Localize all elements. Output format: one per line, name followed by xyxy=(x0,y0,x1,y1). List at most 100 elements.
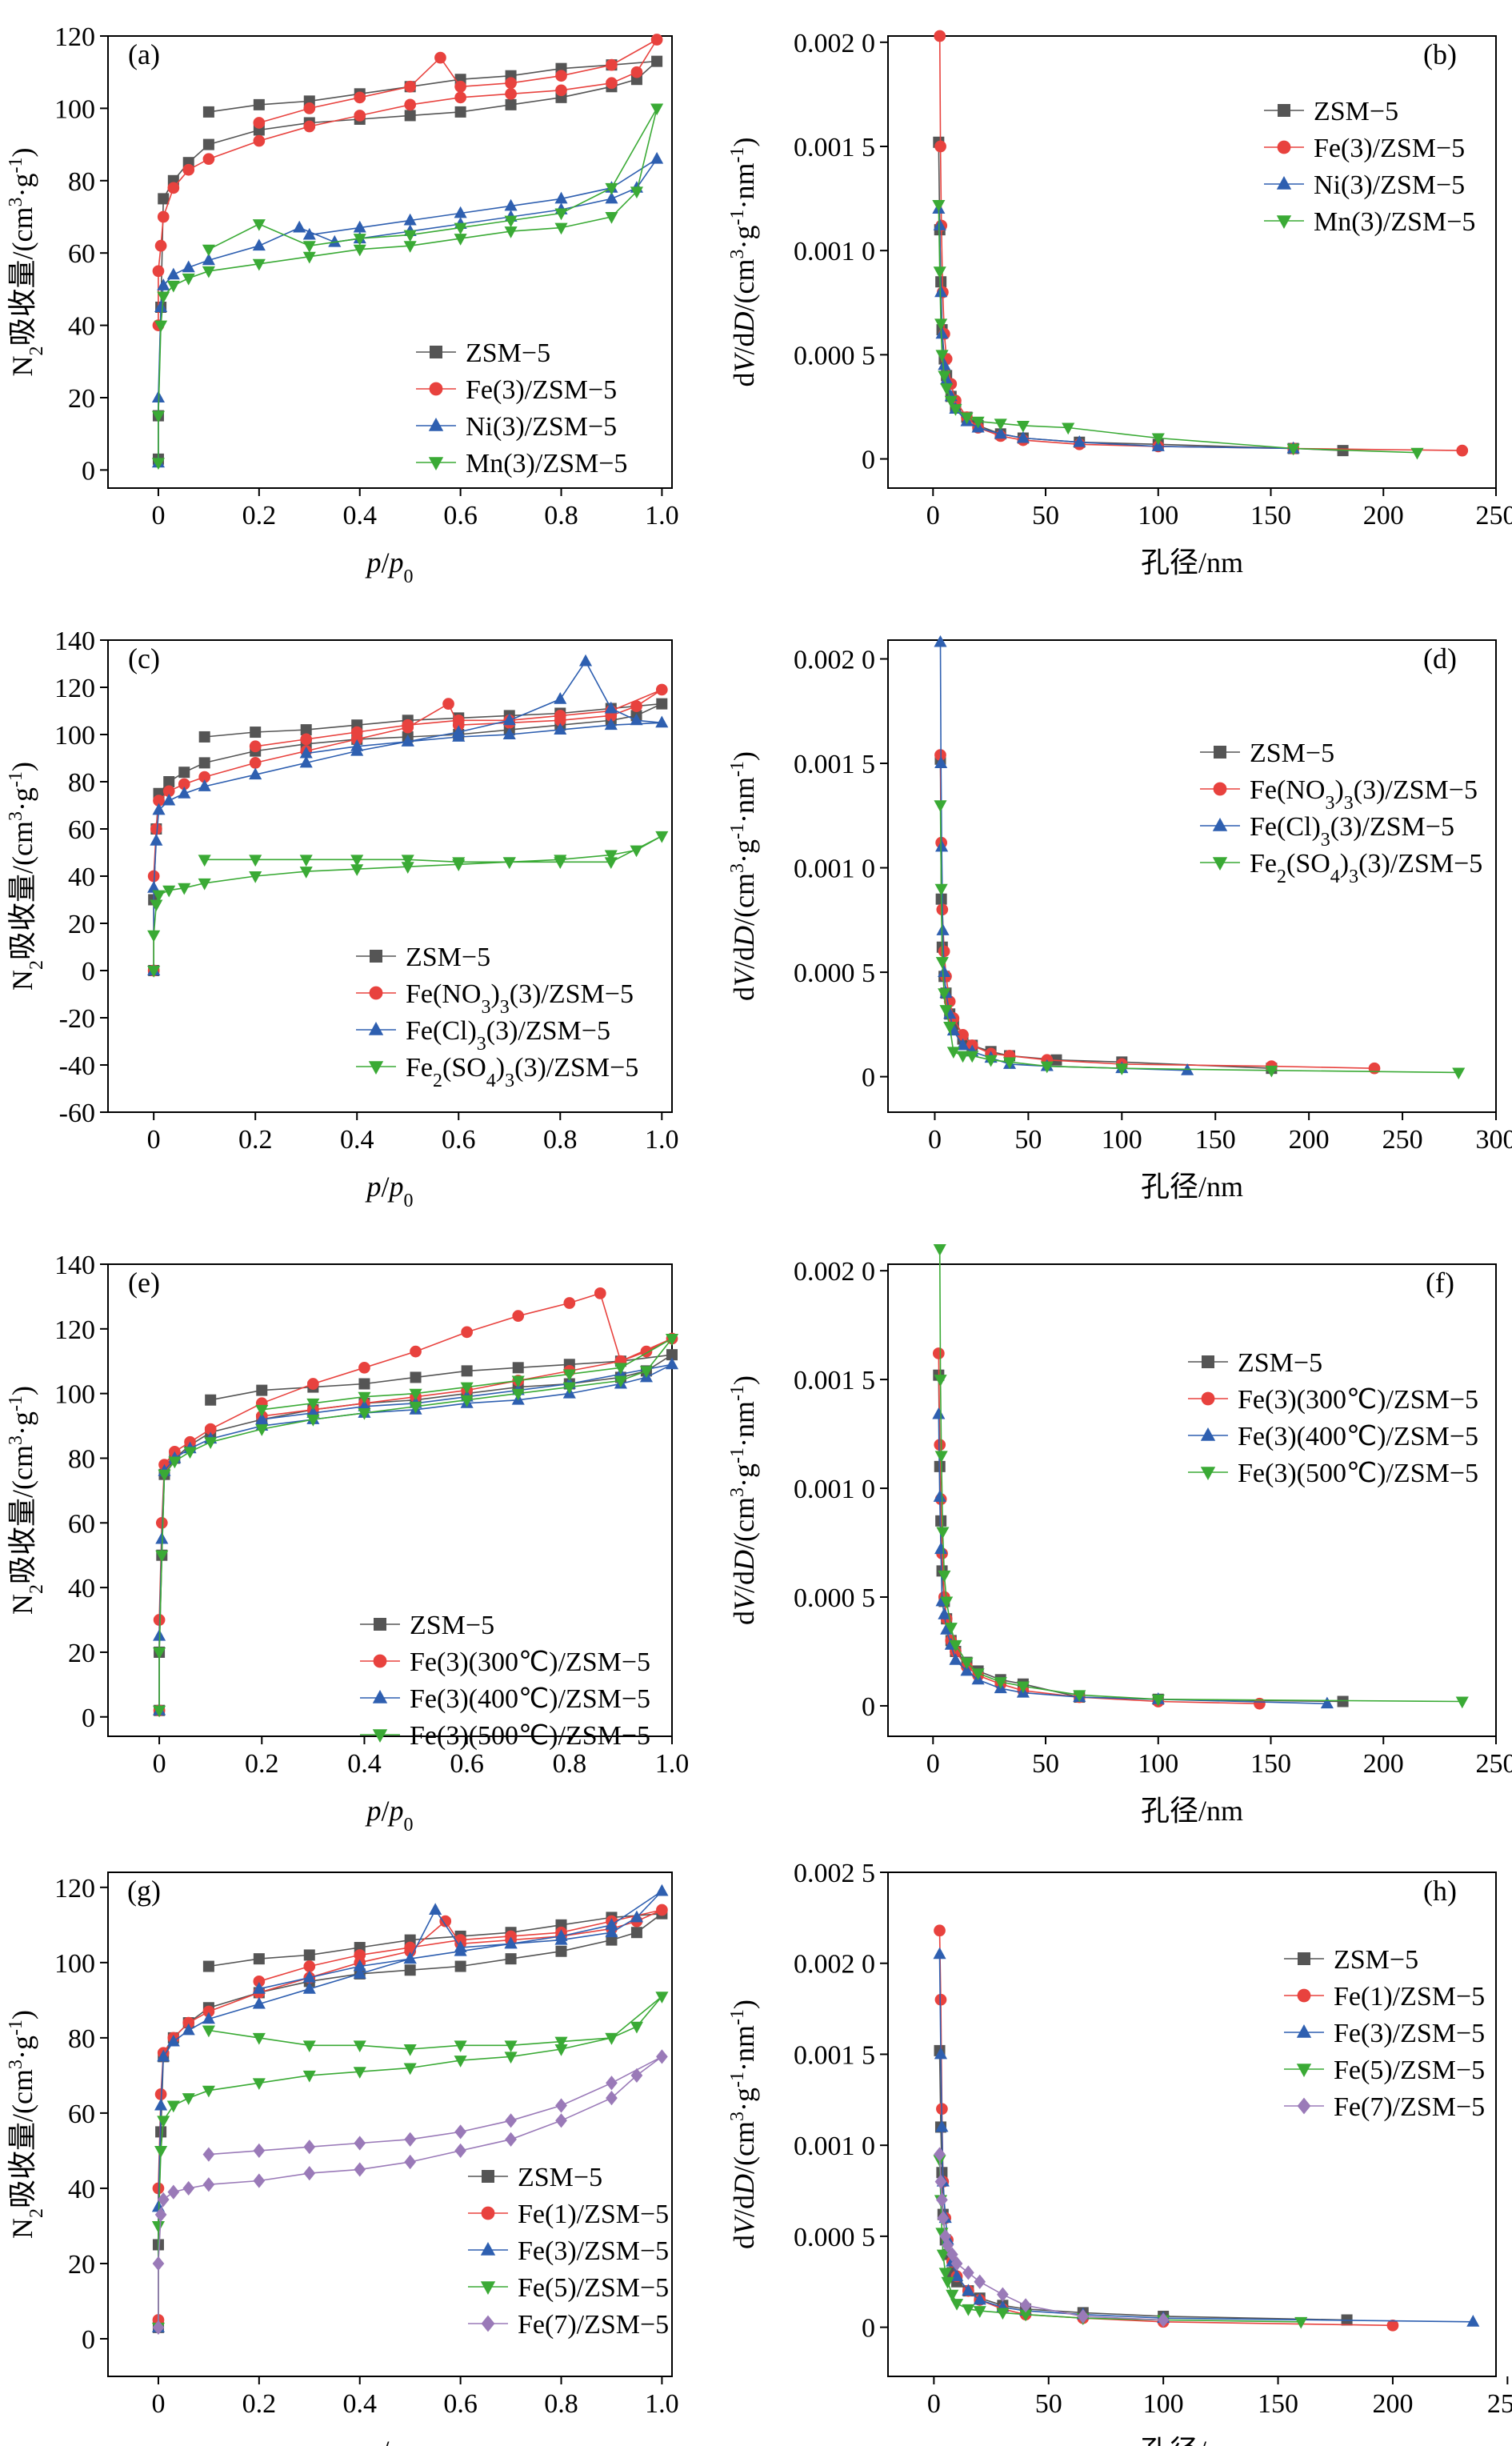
legend-label-part: 3)/ZSM−5 xyxy=(518,979,634,1009)
series-0 xyxy=(152,1908,668,2333)
legend-label: Ni(3)/ZSM−5 xyxy=(1314,170,1465,200)
x-tick-label: 1.0 xyxy=(645,1125,679,1155)
data-point xyxy=(606,2090,618,2106)
data-point xyxy=(1386,2319,1399,2332)
legend-label-part: Fe(Cl xyxy=(406,1016,467,1046)
legend-label: Fe(3)/ZSM−5 xyxy=(518,2236,669,2266)
panel-c: 0 0.2 0.4 0.6 0.8 1.0-60-40-20020406080100120… xyxy=(6,627,679,1211)
legend-label: ZSM−5 xyxy=(1238,1348,1322,1378)
legend-marker xyxy=(1297,1988,1311,2003)
legend-marker xyxy=(1276,215,1292,229)
data-point xyxy=(1410,447,1424,460)
data-point xyxy=(630,1910,643,1923)
data-point xyxy=(651,55,663,67)
data-point xyxy=(949,1653,962,1665)
plot-frame xyxy=(887,639,1497,1113)
legend-label-part: Fe(3)(400℃)/ZSM−5 xyxy=(410,1684,650,1714)
legend-label-part: ( xyxy=(1330,812,1339,842)
series-3 xyxy=(151,1992,669,2335)
data-point xyxy=(935,957,949,969)
y-tick-label: 100 xyxy=(54,721,95,751)
y-axis-label: N2吸收量/(cm3·g-1) xyxy=(6,2010,47,2239)
data-point xyxy=(154,2145,168,2158)
data-point xyxy=(935,839,949,852)
data-point xyxy=(403,213,417,226)
x-axis-label-subscript: 0 xyxy=(404,566,414,587)
legend-label: Fe(NO3)3(3)/ZSM−5 xyxy=(406,979,634,1018)
y-tick-label: 0.002 5 xyxy=(794,1859,875,1888)
y-axis-label-part: D xyxy=(728,2174,760,2196)
legend-marker xyxy=(1212,818,1228,831)
data-point xyxy=(950,2299,964,2311)
y-axis-label-part: ·nm xyxy=(728,1401,760,1447)
data-point xyxy=(252,1981,266,1994)
data-point xyxy=(933,218,946,230)
legend-marker xyxy=(1213,782,1227,796)
data-point xyxy=(166,2100,180,2113)
legend-marker xyxy=(1212,857,1228,871)
x-axis-label-part: p xyxy=(364,2435,381,2446)
data-point xyxy=(202,2085,215,2098)
data-point xyxy=(630,1927,642,1939)
data-point xyxy=(614,1363,627,1375)
data-point xyxy=(665,1333,679,1346)
legend-marker xyxy=(374,1618,386,1631)
x-tick-label: 300 xyxy=(1476,1125,1512,1155)
data-point xyxy=(1265,1065,1278,1078)
x-tick-label: 1.0 xyxy=(645,2389,679,2419)
legend: ZSM−5Fe(NO3)3(3)/ZSM−5Fe(Cl)3(3)/ZSM−5Fe… xyxy=(1200,739,1482,887)
data-point xyxy=(452,714,465,727)
data-point xyxy=(1320,1696,1334,1709)
legend-label-part: 3)/ZSM−5 xyxy=(523,1053,638,1083)
panel-label: (d) xyxy=(1423,643,1457,675)
data-point xyxy=(934,1542,948,1555)
legend-marker xyxy=(1278,104,1290,117)
legend: ZSM−5 Fe(3)(300℃)/ZSM−5 Fe(3)(400℃)/ZSM−5 F… xyxy=(360,1611,650,1751)
legend-label: Fe(3)(500℃)/ZSM−5 xyxy=(410,1721,650,1751)
y-axis-label-part: ·g xyxy=(728,2088,760,2112)
legend-marker xyxy=(370,950,382,963)
data-point xyxy=(605,1925,618,1938)
series-line xyxy=(938,35,1462,451)
x-axis-label: p/p0 xyxy=(364,1795,413,1836)
x-tick-label: 250 xyxy=(1476,1749,1512,1779)
data-point xyxy=(252,219,266,231)
x-tick-label: 0.6 xyxy=(442,1125,476,1155)
data-point xyxy=(154,320,168,333)
data-point xyxy=(1151,433,1165,446)
x-axis-label-part: / xyxy=(381,1171,389,1203)
series-0 xyxy=(933,1369,1349,1707)
data-point xyxy=(934,883,948,896)
data-point xyxy=(973,2306,986,2318)
data-point xyxy=(401,855,414,867)
data-point xyxy=(630,700,642,712)
data-point xyxy=(934,2147,946,2162)
legend-label-subscript: 4 xyxy=(486,1071,496,1091)
y-tick-label: 80 xyxy=(68,768,95,798)
y-tick-label: 0 xyxy=(82,1703,95,1733)
legend-label: Mn(3)/ZSM−5 xyxy=(466,449,627,478)
data-point xyxy=(932,1347,945,1359)
data-point xyxy=(1115,1063,1129,1075)
y-axis-label-part: ·g xyxy=(6,174,38,198)
x-tick-label: 200 xyxy=(1363,1749,1404,1779)
y-axis-label-part: ·g xyxy=(728,226,760,250)
data-point xyxy=(300,724,312,736)
data-point xyxy=(410,1345,422,1358)
data-point xyxy=(151,458,165,470)
y-tick-label: 60 xyxy=(68,239,95,269)
y-tick-label: 100 xyxy=(54,94,95,124)
data-point xyxy=(1455,1696,1469,1709)
series-1 xyxy=(932,1347,1266,1710)
legend-label: Fe(3)/ZSM−5 xyxy=(1314,134,1465,163)
data-point xyxy=(166,267,180,280)
legend-label: Fe(3)/ZSM−5 xyxy=(466,375,617,405)
data-point xyxy=(1286,443,1300,456)
data-point xyxy=(504,2040,518,2053)
data-point xyxy=(946,2247,958,2262)
data-point xyxy=(934,2047,948,2060)
legend-label-part: 3)/ZSM−5 xyxy=(1362,775,1478,805)
y-axis-label-part: ·nm xyxy=(728,777,760,823)
legend-label-part: ( xyxy=(1358,849,1367,879)
data-point xyxy=(410,1371,422,1383)
